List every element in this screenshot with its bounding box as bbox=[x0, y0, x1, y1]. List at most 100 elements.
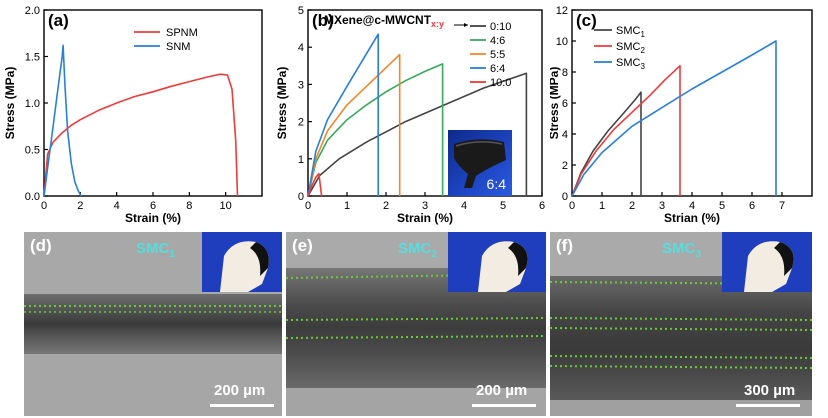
sample-label-f: SMC3 bbox=[662, 240, 701, 260]
x-axis-label: Strian (%) bbox=[664, 211, 720, 225]
y-tick-label: 2 bbox=[298, 117, 304, 129]
legend-label: 5:5 bbox=[490, 49, 505, 61]
sem-panel-e: (e) SMC2 200 µm bbox=[286, 232, 546, 416]
x-tick-label: 10 bbox=[220, 200, 232, 212]
x-tick-label: 6 bbox=[150, 200, 156, 212]
y-tick-label: 3 bbox=[298, 79, 304, 91]
x-tick-label: 1 bbox=[599, 200, 605, 212]
x-tick-label: 0 bbox=[569, 200, 575, 212]
scale-bar-label-e: 200 µm bbox=[476, 382, 528, 399]
sem-image-f bbox=[550, 232, 812, 416]
x-tick-label: 5 bbox=[500, 200, 506, 212]
scale-bar-label-d: 200 µm bbox=[214, 382, 266, 399]
series-line-smc2 bbox=[571, 65, 681, 197]
series-line-64 bbox=[307, 33, 379, 197]
y-tick-label: 4 bbox=[298, 42, 304, 54]
x-axis-label: Strain (%) bbox=[125, 211, 181, 225]
x-tick-label: 0 bbox=[305, 200, 311, 212]
y-tick-label: 0.5 bbox=[25, 145, 40, 157]
legend-label: SPNM bbox=[166, 27, 198, 39]
x-tick-label: 0 bbox=[41, 200, 47, 212]
x-tick-label: 2 bbox=[383, 200, 389, 212]
legend-label: 10:0 bbox=[490, 77, 511, 89]
legend-label: 6:4 bbox=[490, 63, 505, 75]
sem-image-d bbox=[24, 232, 282, 416]
series-line-46 bbox=[307, 63, 444, 197]
x-tick-label: 8 bbox=[186, 200, 192, 212]
y-tick-label: 4 bbox=[562, 129, 568, 141]
chart-a-panel: 0 2 4 6 8 10 0.0 0.5 1.0 1.5 2.0 Strain (%) Stress (… bbox=[0, 0, 272, 226]
legend-label: SMC2 bbox=[616, 41, 645, 55]
scale-bar-f bbox=[736, 404, 800, 407]
y-tick-label: 6 bbox=[562, 98, 568, 110]
x-tick-label: 6 bbox=[749, 200, 755, 212]
x-tick-label: 4 bbox=[114, 200, 120, 212]
y-tick-label: 1 bbox=[298, 154, 304, 166]
x-tick-label: 3 bbox=[422, 200, 428, 212]
x-tick-label: 5 bbox=[719, 200, 725, 212]
panel-label-e: (e) bbox=[292, 236, 313, 255]
legend-label: SMC1 bbox=[616, 25, 645, 39]
x-tick-label: 6 bbox=[539, 200, 545, 212]
chart-title: MXene@c-MWCNTx:y bbox=[324, 13, 444, 29]
y-tick-label: 10 bbox=[556, 36, 568, 48]
legend-label: SNM bbox=[166, 41, 190, 53]
y-tick-label: 12 bbox=[556, 5, 568, 17]
x-tick-label: 3 bbox=[659, 200, 665, 212]
series-line-010 bbox=[307, 72, 528, 197]
panel-label-d: (d) bbox=[30, 236, 52, 255]
y-tick-label: 1.5 bbox=[25, 52, 40, 64]
scale-bar-e bbox=[472, 404, 536, 407]
chart-b: 0 1 2 3 4 5 6 0 1 2 3 4 5 Strain (%) Stress (MPa) (b)MX… bbox=[275, 5, 545, 225]
y-tick-label: 2.0 bbox=[25, 5, 40, 17]
bent-film-photo-inset: 6:4 bbox=[448, 130, 512, 196]
y-tick-label: 2 bbox=[562, 160, 568, 172]
x-axis-label: Strain (%) bbox=[397, 211, 453, 225]
chart-b-panel: 0 1 2 3 4 5 6 0 1 2 3 4 5 Strain (%) Stress (MPa) (b) MX… bbox=[275, 0, 548, 226]
x-tick-label: 2 bbox=[629, 200, 635, 212]
panel-label: (c) bbox=[576, 11, 597, 30]
x-tick-label: 4 bbox=[461, 200, 467, 212]
series-line-spnm bbox=[43, 73, 239, 197]
panel-label-f: (f) bbox=[556, 236, 573, 255]
scale-bar-label-f: 300 µm bbox=[744, 382, 796, 399]
y-tick-label: 0.0 bbox=[25, 191, 40, 203]
x-tick-label: 2 bbox=[77, 200, 83, 212]
sem-panel-d: (d) SMC1 200 µm bbox=[24, 232, 282, 416]
y-tick-label: 0 bbox=[562, 191, 568, 203]
x-tick-label: 4 bbox=[689, 200, 695, 212]
legend-label: 0:10 bbox=[490, 21, 511, 33]
y-tick-label: 1.0 bbox=[25, 98, 40, 110]
inset-ratio-label: 6:4 bbox=[486, 176, 506, 192]
bent-film-illustration bbox=[454, 139, 506, 188]
y-tick-label: 5 bbox=[298, 5, 304, 17]
plot-frame bbox=[43, 9, 263, 197]
chart-c-panel: 0 1 2 3 4 5 6 7 0 2 4 6 8 10 12 Strian (%) Stress (MPa)(… bbox=[547, 0, 828, 226]
chart-a: 0 2 4 6 8 10 0.0 0.5 1.0 1.5 2.0 Strain (%) Stress (… bbox=[3, 5, 263, 225]
x-tick-label: 1 bbox=[344, 200, 350, 212]
scale-bar-d bbox=[210, 404, 274, 407]
sem-panel-f: (f) SMC3 300 µm bbox=[550, 232, 812, 416]
series-line-smc1 bbox=[571, 91, 642, 197]
series-line-snm bbox=[43, 44, 82, 197]
title-arrow-head bbox=[464, 23, 468, 27]
y-axis-label: Stress (MPa) bbox=[3, 67, 17, 140]
y-tick-label: 0 bbox=[298, 191, 304, 203]
y-axis-label: Stress (MPa) bbox=[550, 67, 561, 140]
sample-label-d: SMC1 bbox=[136, 240, 175, 260]
legend-label: 4:6 bbox=[490, 35, 505, 47]
x-tick-label: 7 bbox=[779, 200, 785, 212]
folded-film-photo-f bbox=[722, 232, 812, 292]
folded-film-photo-d bbox=[202, 232, 282, 292]
sample-label-e: SMC2 bbox=[398, 240, 437, 260]
folded-film-photo-e bbox=[448, 232, 546, 292]
y-tick-label: 8 bbox=[562, 67, 568, 79]
series-line-smc3 bbox=[571, 40, 777, 197]
series-line-55 bbox=[307, 53, 401, 197]
series-line-100 bbox=[307, 172, 323, 197]
y-axis-label: Stress (MPa) bbox=[276, 67, 289, 140]
panel-label: (a) bbox=[48, 11, 69, 30]
legend-label: SMC3 bbox=[616, 57, 645, 71]
panel-label: (b) bbox=[312, 11, 334, 30]
